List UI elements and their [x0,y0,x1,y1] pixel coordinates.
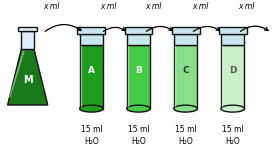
Polygon shape [78,27,105,34]
Polygon shape [219,27,247,34]
Polygon shape [125,27,152,34]
Polygon shape [221,34,244,45]
Text: x ml: x ml [43,2,60,11]
Text: B: B [135,66,142,75]
Polygon shape [18,27,37,31]
Polygon shape [8,49,48,105]
Ellipse shape [174,105,197,112]
Polygon shape [221,45,244,109]
Text: H₂O: H₂O [225,137,240,146]
Text: C: C [182,66,189,75]
Text: 15 ml: 15 ml [175,125,196,134]
Polygon shape [80,34,103,45]
Text: 15 ml: 15 ml [128,125,149,134]
Text: H₂O: H₂O [84,137,99,146]
Text: 15 ml: 15 ml [222,125,243,134]
Polygon shape [127,34,150,45]
Text: x ml: x ml [238,2,255,11]
Polygon shape [172,27,200,34]
Text: A: A [88,66,95,75]
Polygon shape [127,45,150,109]
Text: 15 ml: 15 ml [81,125,102,134]
Polygon shape [174,34,197,45]
Ellipse shape [221,105,244,112]
Text: x ml: x ml [193,2,209,11]
Polygon shape [174,45,197,109]
Ellipse shape [80,105,103,112]
Polygon shape [80,45,103,109]
Polygon shape [22,31,34,49]
Text: D: D [229,66,237,75]
Text: M: M [23,75,32,85]
Text: x ml: x ml [145,2,162,11]
Text: x ml: x ml [100,2,116,11]
Text: H₂O: H₂O [131,137,146,146]
Ellipse shape [127,105,150,112]
Text: H₂O: H₂O [178,137,193,146]
